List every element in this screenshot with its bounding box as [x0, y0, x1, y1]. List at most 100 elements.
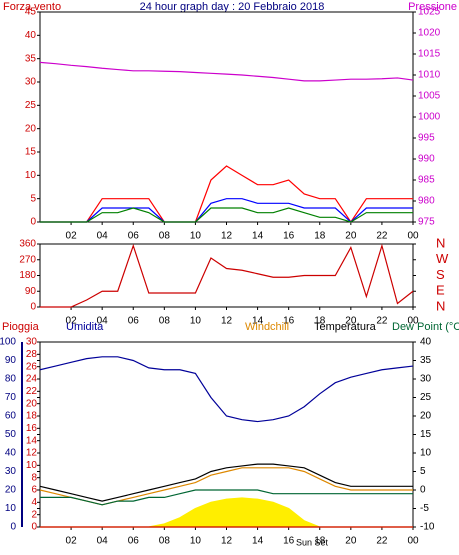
series-line: [40, 489, 413, 506]
x-tick-label: 14: [252, 231, 264, 242]
x-tick-label: 04: [97, 231, 109, 242]
y2-tick-label: S: [436, 267, 445, 282]
y3-tick-label: 18: [26, 411, 38, 422]
y-tick-label: 50: [5, 429, 17, 440]
y2-tick-label: E: [436, 283, 445, 298]
annotation: Sun Set: [296, 537, 329, 547]
y-tick-label: 35: [25, 53, 37, 64]
y-tick-label: 90: [25, 286, 37, 297]
y2-tick-label: N: [436, 235, 445, 250]
y2-tick-label: 35: [420, 355, 432, 366]
y2-tick-label: 1000: [418, 112, 441, 123]
y2-tick-label: 1010: [418, 70, 441, 81]
y3-tick-label: 10: [26, 460, 38, 471]
x-tick-label: 08: [159, 316, 171, 327]
y2-tick-label: 1015: [418, 49, 441, 60]
x-tick-label: 02: [66, 231, 78, 242]
y-tick-label: 30: [25, 77, 37, 88]
y2-tick-label: 10: [420, 448, 432, 459]
y3-tick-label: 4: [31, 497, 37, 508]
x-tick-label: 10: [190, 316, 202, 327]
y3-tick-label: 8: [31, 472, 37, 483]
y2-tick-label: 30: [420, 374, 432, 385]
y-tick-label: 60: [5, 411, 17, 422]
y2-tick-label: W: [436, 251, 449, 266]
y2-tick-label: 985: [418, 175, 435, 186]
legend-label: Temperatura: [314, 321, 377, 333]
x-tick-label: 02: [66, 316, 78, 327]
series-line: [39, 61, 414, 82]
legend-label: Umidita: [66, 321, 104, 333]
y-tick-label: 0: [30, 217, 36, 228]
y-axis-label: Forza vento: [3, 1, 61, 13]
x-tick-label: 14: [252, 536, 264, 547]
x-tick-label: 20: [345, 316, 357, 327]
y-tick-label: 30: [5, 466, 17, 477]
y-tick-label: 25: [25, 100, 37, 111]
x-tick-label: 18: [314, 316, 326, 327]
x-tick-label: 00: [407, 316, 419, 327]
y3-tick-label: 16: [26, 423, 38, 434]
y2-tick-label: 980: [418, 196, 435, 207]
x-tick-label: 12: [221, 316, 233, 327]
y-tick-label: 270: [19, 254, 36, 265]
x-tick-label: 16: [283, 316, 295, 327]
x-tick-label: 06: [128, 536, 140, 547]
y-tick-label: 90: [5, 355, 17, 366]
x-tick-label: 16: [283, 536, 295, 547]
x-tick-label: 22: [376, 316, 388, 327]
y2-tick-label: 25: [420, 392, 432, 403]
y-tick-label: 80: [5, 374, 17, 385]
x-tick-label: 12: [221, 536, 233, 547]
y2-tick-label: 1005: [418, 91, 441, 102]
y2-axis-label: Pressione: [408, 1, 457, 13]
y2-tick-label: 5: [420, 466, 426, 477]
y-tick-label: 10: [5, 503, 17, 514]
series-line: [39, 463, 413, 502]
y-tick-label: 20: [5, 485, 17, 496]
y-tick-label: 180: [19, 270, 36, 281]
x-tick-label: 04: [97, 536, 109, 547]
x-tick-label: 10: [190, 536, 202, 547]
y-tick-label: 5: [30, 193, 36, 204]
x-tick-label: 06: [128, 316, 140, 327]
y3-tick-label: 20: [26, 398, 38, 409]
y3-tick-label: 30: [26, 337, 38, 348]
y-tick-label: 100: [0, 337, 16, 348]
x-tick-label: 16: [283, 231, 295, 242]
y3-tick-label: 12: [26, 448, 38, 459]
y-tick-label: 70: [5, 392, 17, 403]
y-tick-label: 45: [25, 7, 37, 18]
y3-tick-label: 0: [31, 522, 37, 533]
x-tick-label: 22: [376, 231, 388, 242]
y-tick-label: 0: [10, 522, 16, 533]
y3-tick-label: 14: [26, 435, 38, 446]
x-tick-label: 12: [221, 231, 233, 242]
y3-tick-label: 22: [26, 386, 38, 397]
y-tick-label: 360: [19, 239, 36, 250]
x-tick-label: 08: [159, 536, 171, 547]
y-tick-label: 15: [25, 147, 37, 158]
y3-tick-label: 28: [26, 349, 38, 360]
y2-tick-label: 990: [418, 154, 435, 165]
y2-tick-label: 995: [418, 133, 435, 144]
legend-label: Pioggia: [2, 321, 40, 333]
y2-tick-label: -10: [420, 522, 435, 533]
x-tick-label: 20: [345, 536, 357, 547]
y-tick-label: 40: [5, 448, 17, 459]
x-tick-label: 22: [376, 536, 388, 547]
y2-tick-label: 975: [418, 217, 435, 228]
x-tick-label: 02: [66, 536, 78, 547]
y2-tick-label: N: [436, 298, 445, 313]
x-tick-label: 18: [314, 231, 326, 242]
y2-tick-label: 0: [420, 485, 426, 496]
x-tick-label: 04: [97, 316, 109, 327]
chart-title: 24 hour graph day : 20 Febbraio 2018: [140, 1, 325, 13]
y-tick-label: 10: [25, 170, 37, 181]
legend-label: Dew Point (°C: [392, 321, 459, 333]
y2-tick-label: 20: [420, 411, 432, 422]
x-tick-label: 18: [314, 536, 326, 547]
y-tick-label: 0: [30, 302, 36, 313]
